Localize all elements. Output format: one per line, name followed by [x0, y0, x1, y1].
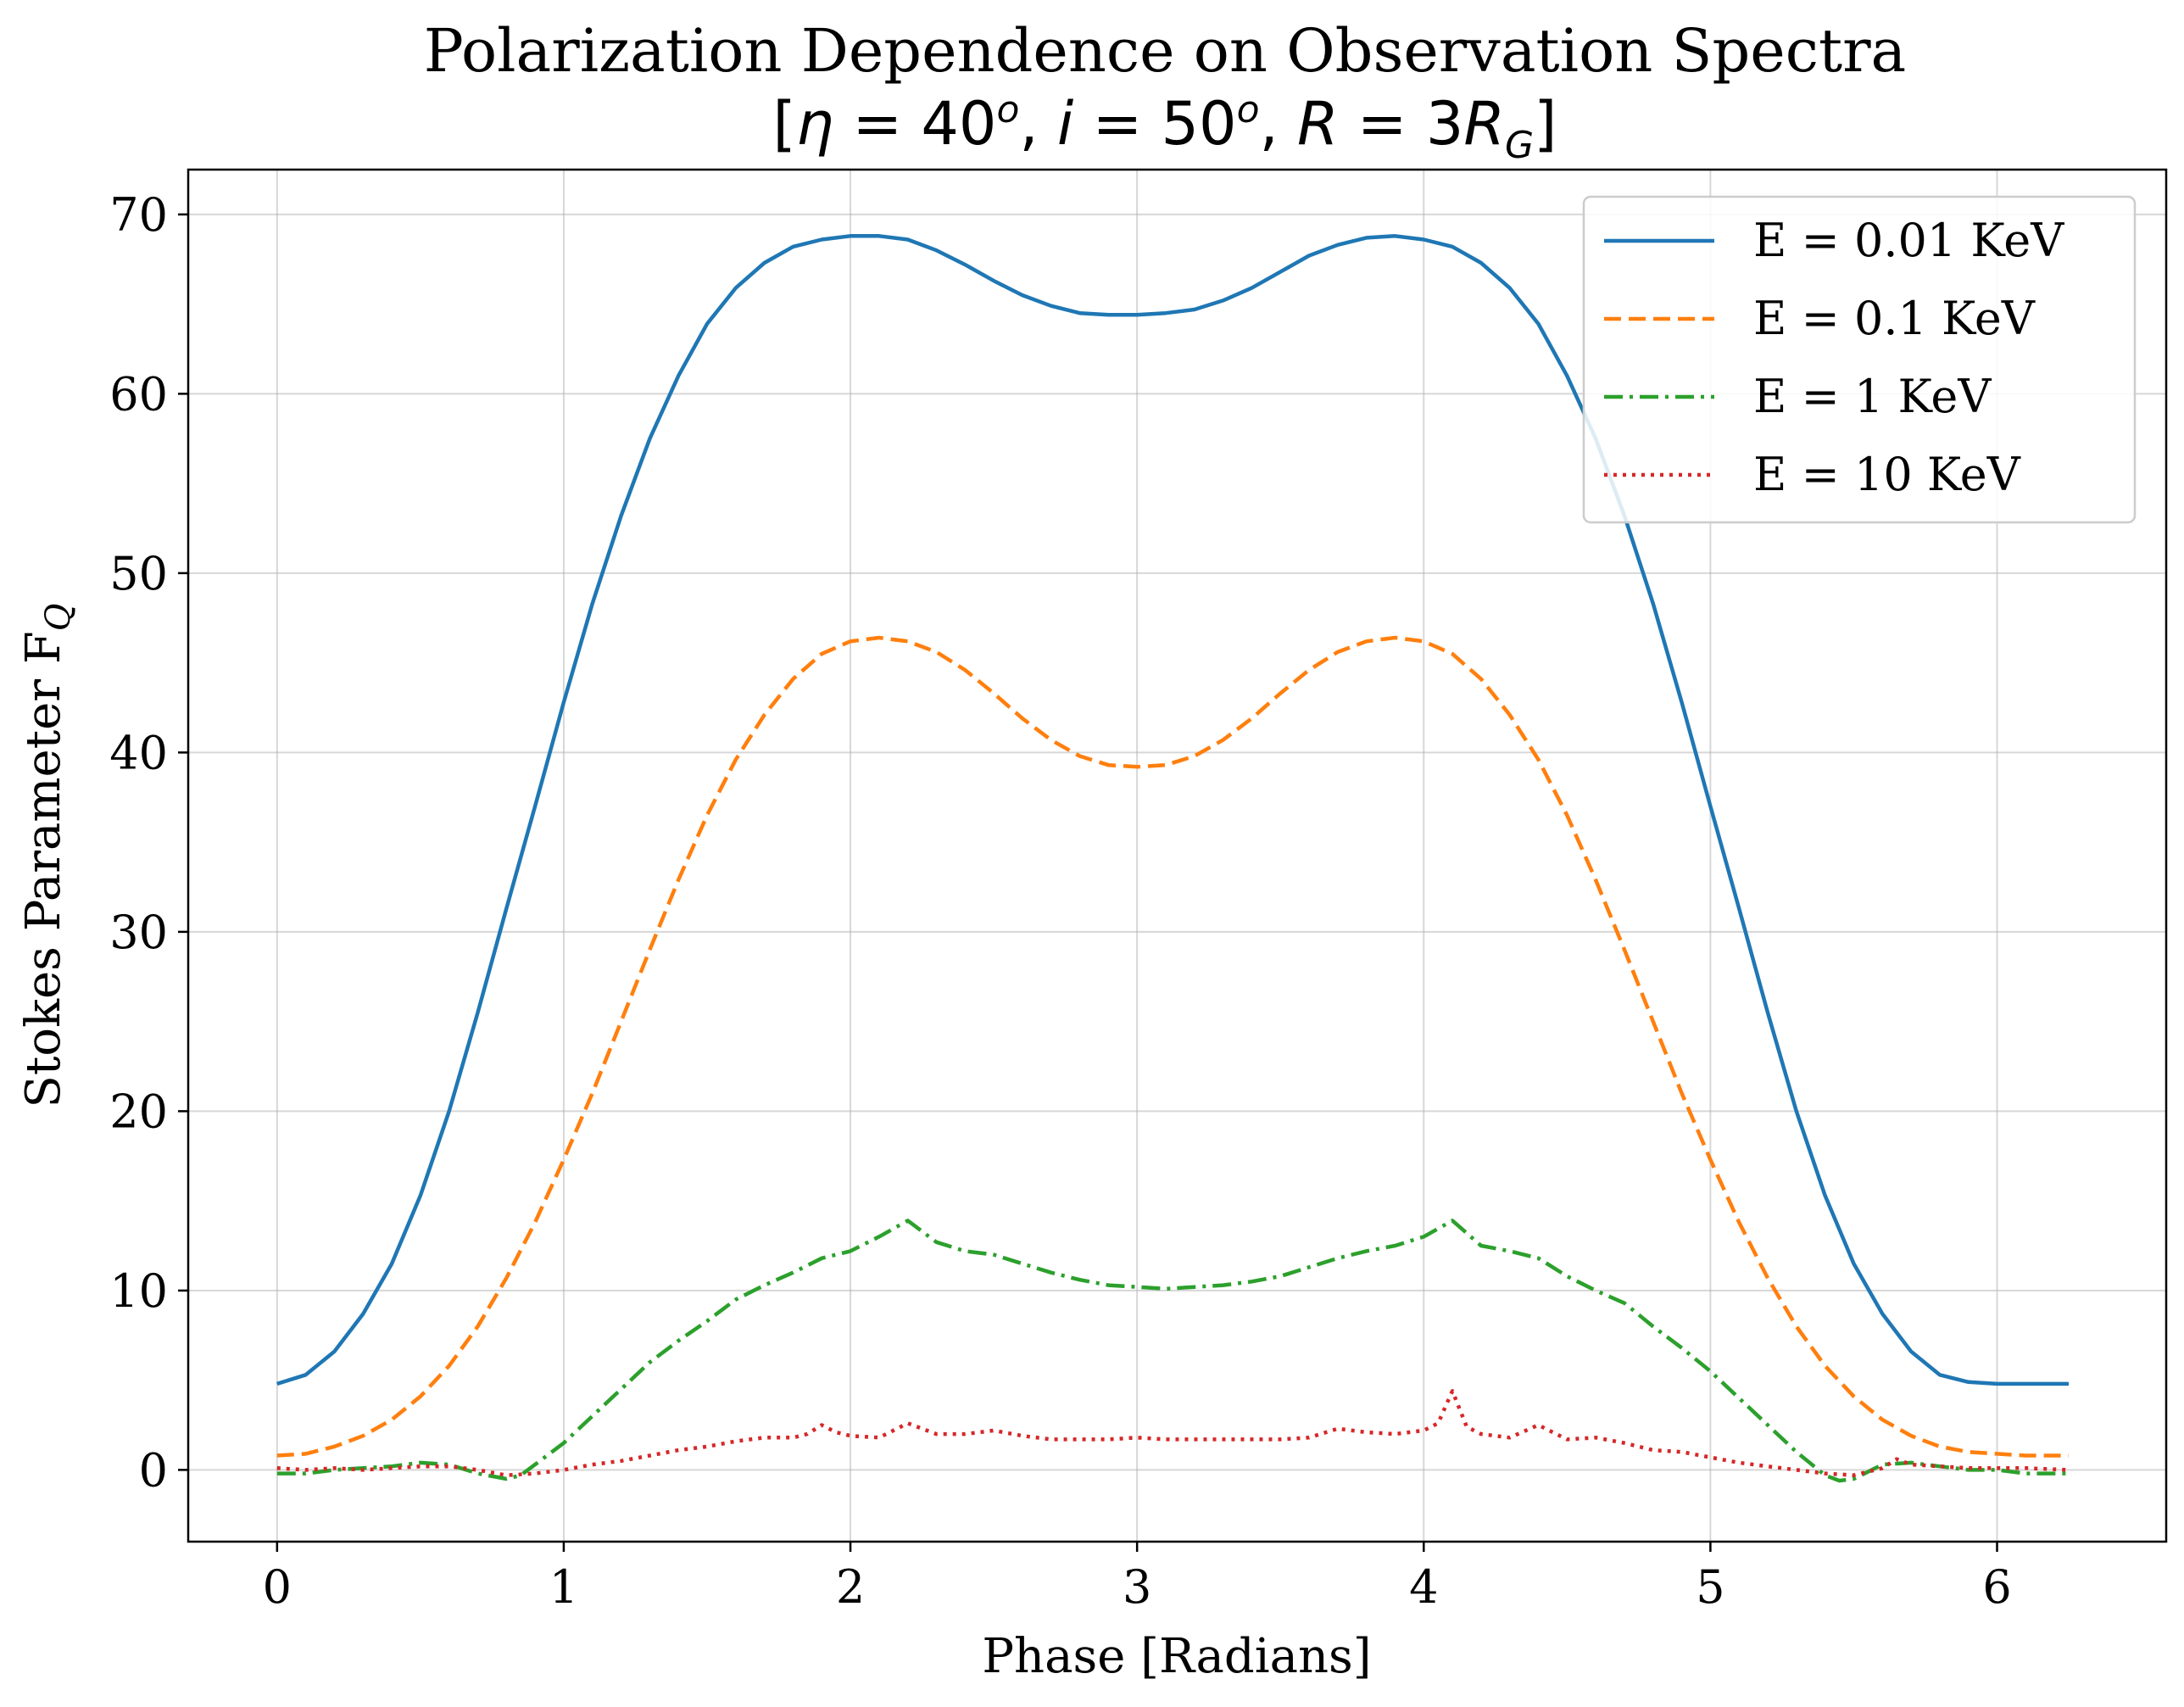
y-axis-label: Stokes Parameter FQ — [16, 603, 78, 1107]
legend-label: E = 1 KeV — [1753, 370, 1992, 423]
x-tick-label: 6 — [1982, 1560, 2011, 1614]
legend: E = 0.01 KeV E = 0.1 KeV E = 1 KeV E = 10 K… — [1582, 195, 2137, 524]
subtitle-open-bracket: [ — [773, 89, 796, 159]
x-tick-label: 1 — [549, 1560, 578, 1614]
legend-label: E = 0.1 KeV — [1753, 292, 2036, 345]
y-tick-label: 0 — [139, 1443, 168, 1497]
x-axis-label: Phase [Radians] — [982, 1629, 1371, 1684]
subtitle-radius: R — [1297, 89, 1339, 159]
legend-label: E = 0.01 KeV — [1753, 214, 2064, 267]
subtitle-inclination-value: = 50 — [1073, 89, 1236, 159]
subtitle-separator: , — [1019, 89, 1057, 159]
plot-series — [276, 234, 2070, 1483]
series-line-2 — [276, 635, 2069, 1458]
x-axis: 0 1 2 3 4 5 6 — [263, 1542, 2012, 1614]
y-tick-label: 30 — [109, 906, 168, 959]
x-tick-label: 2 — [836, 1560, 865, 1614]
series-line-3 — [276, 1219, 2069, 1483]
grid-lines — [188, 170, 2166, 1542]
y-tick-label: 40 — [109, 726, 168, 779]
chart-subtitle: [η = 40o, i = 50o, R = 3RG] — [773, 88, 1557, 167]
series-line-1 — [276, 234, 2069, 1386]
x-tick-label: 5 — [1696, 1560, 1724, 1614]
y-axis-label-main: Stokes Parameter F — [16, 631, 71, 1107]
chart-title: Polarization Dependence on Observation S… — [424, 16, 1907, 86]
y-tick-label: 10 — [109, 1264, 168, 1318]
plot-area — [187, 168, 2168, 1543]
y-tick-label: 70 — [109, 188, 168, 242]
subtitle-inclination: i — [1057, 89, 1074, 159]
y-tick-label: 60 — [109, 367, 168, 421]
subtitle-degree-superscript: o — [1237, 88, 1260, 131]
subtitle-eta-value: = 40 — [833, 89, 996, 159]
subtitle-radius-subscript: G — [1505, 124, 1534, 167]
y-axis-label-subscript: Q — [39, 603, 78, 631]
subtitle-separator: , — [1260, 89, 1298, 159]
legend-box — [1582, 195, 2137, 524]
y-tick-label: 20 — [109, 1085, 168, 1138]
subtitle-close-bracket: ] — [1534, 89, 1557, 159]
subtitle-radius-equals: = 3 — [1339, 89, 1464, 159]
subtitle-degree-superscript: o — [996, 88, 1019, 131]
x-tick-label: 0 — [263, 1560, 292, 1614]
x-tick-label: 4 — [1409, 1560, 1438, 1614]
y-axis: 0 10 20 30 40 50 60 70 — [109, 188, 188, 1497]
y-tick-label: 50 — [109, 547, 168, 600]
legend-label: E = 10 KeV — [1753, 448, 2021, 501]
subtitle-radius-symbol: R — [1463, 89, 1505, 159]
subtitle-eta: η — [796, 89, 833, 159]
x-tick-label: 3 — [1123, 1560, 1151, 1614]
